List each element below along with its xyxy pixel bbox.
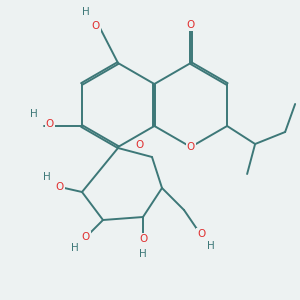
Text: O: O	[187, 142, 195, 152]
Text: H: H	[139, 249, 147, 259]
Text: H: H	[207, 241, 215, 251]
Text: O: O	[46, 119, 54, 129]
Text: O: O	[92, 21, 100, 31]
Text: O: O	[82, 232, 90, 242]
Text: H: H	[30, 109, 38, 119]
Text: H: H	[71, 243, 79, 253]
Text: H: H	[82, 7, 90, 17]
Text: O: O	[187, 20, 195, 30]
Text: O: O	[197, 229, 205, 239]
Text: O: O	[139, 234, 147, 244]
Text: H: H	[43, 172, 51, 182]
Text: O: O	[56, 182, 64, 192]
Text: O: O	[136, 140, 144, 149]
